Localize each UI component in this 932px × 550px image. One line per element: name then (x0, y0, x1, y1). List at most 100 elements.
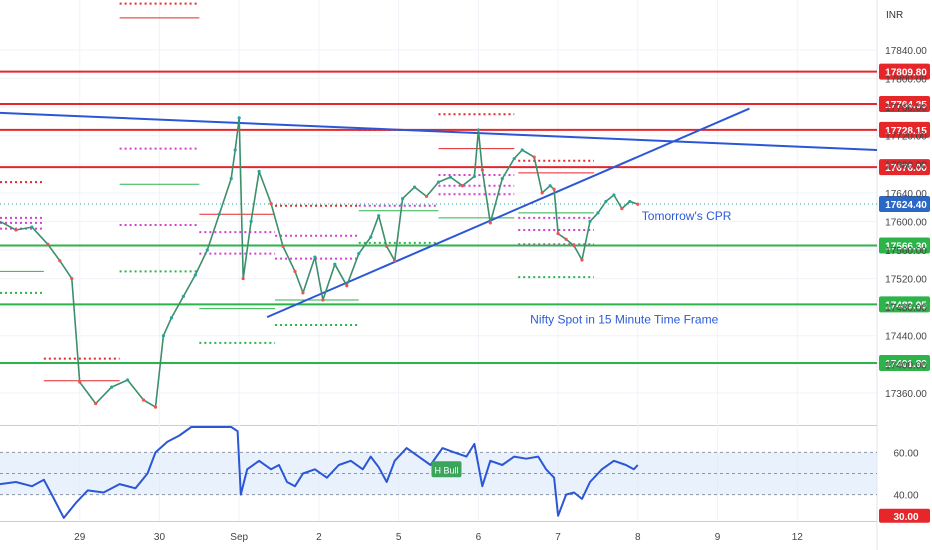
price-point (181, 294, 185, 299)
price-point (393, 259, 397, 263)
price-point (301, 291, 305, 295)
price-point (321, 298, 325, 302)
price-point (30, 225, 34, 229)
price-point (269, 201, 273, 206)
x-tick-label: 29 (74, 532, 86, 543)
price-point (257, 169, 261, 174)
last-price-label: 17624.40 (885, 200, 927, 211)
price-point (588, 219, 592, 224)
price-point (58, 259, 62, 263)
price-point (512, 156, 516, 161)
price-point (620, 206, 624, 211)
price-point (540, 191, 544, 195)
price-point (249, 219, 253, 224)
chart-annotation: Tomorrow's CPR (642, 209, 732, 223)
rsi-tick-label: 30.00 (893, 512, 918, 523)
y-tick-label: 17640.00 (885, 189, 927, 200)
price-point (556, 231, 560, 236)
price-point (564, 237, 568, 241)
price-point (141, 398, 146, 402)
level-tag (879, 63, 930, 80)
level-tag-label: 17676.00 (885, 163, 927, 174)
x-tick-label: Sep (230, 532, 248, 543)
price-point (476, 128, 480, 132)
y-tick-label: 17480.00 (885, 303, 927, 314)
y-tick-label: 17560.00 (885, 246, 927, 257)
price-point (500, 176, 504, 181)
price-point (424, 194, 429, 199)
y-tick-label: 17600.00 (885, 217, 927, 228)
rsi-tick-label: 40.00 (893, 491, 918, 502)
price-point (636, 202, 640, 206)
x-tick-label: 12 (792, 532, 804, 543)
price-point (552, 187, 556, 191)
price-point (472, 174, 476, 179)
level-tag-label: 17483.95 (885, 300, 927, 311)
rsi-badge (431, 461, 462, 478)
price-point (369, 235, 373, 239)
x-tick-label: 7 (555, 532, 561, 543)
price-point (125, 378, 130, 382)
price-point (357, 251, 361, 256)
y-tick-label: 17360.00 (885, 389, 927, 400)
rsi-series-line (0, 426, 639, 519)
price-point (241, 276, 245, 281)
rsi-badge-label: H Bull (434, 465, 458, 475)
level-tag (879, 355, 930, 371)
level-tag (879, 96, 930, 113)
price-point (401, 196, 405, 201)
price-point (169, 316, 174, 320)
y-tick-label: 17680.00 (885, 160, 927, 171)
price-point (480, 168, 484, 172)
price-point (604, 199, 608, 204)
level-tag (879, 159, 930, 176)
price-point (628, 199, 632, 204)
price-point (572, 244, 576, 248)
price-point (217, 212, 221, 216)
price-point (488, 221, 492, 225)
price-point (70, 276, 74, 281)
price-point (313, 255, 317, 259)
level-tag (879, 121, 930, 138)
price-point (153, 405, 158, 409)
level-tag-label: 17401.80 (885, 359, 927, 370)
price-point (281, 244, 285, 249)
y-tick-label: 17400.00 (885, 360, 927, 371)
level-tag-label: 17566.30 (885, 242, 927, 253)
last-price-tag (879, 196, 930, 212)
x-tick-label: 30 (154, 532, 166, 543)
x-tick-label: 8 (635, 532, 641, 543)
price-point (161, 334, 166, 338)
level-tag (879, 296, 930, 313)
price-point (333, 262, 337, 266)
price-point (293, 269, 297, 274)
level-tag-label: 17809.80 (885, 68, 927, 79)
y-tick-label: 17440.00 (885, 332, 927, 343)
chart-annotation: Nifty Spot in 15 Minute Time Frame (530, 313, 718, 327)
level-tag-label: 17764.35 (885, 100, 927, 111)
price-point (548, 184, 552, 188)
price-point (520, 148, 524, 152)
price-point (110, 385, 114, 389)
price-point (233, 148, 237, 152)
price-point (78, 380, 82, 384)
y-tick-label: 17760.00 (885, 103, 927, 114)
x-tick-label: 6 (476, 532, 482, 543)
x-tick-label: 2 (316, 532, 322, 543)
price-point (229, 176, 233, 181)
currency-label: INR (886, 10, 903, 21)
y-tick-label: 17840.00 (885, 46, 927, 57)
price-point (237, 116, 241, 120)
rsi-tick-label: 60.00 (893, 448, 918, 459)
x-tick-label: 5 (396, 532, 402, 543)
price-point (580, 258, 584, 262)
price-point (345, 284, 349, 288)
price-point (193, 273, 197, 277)
price-point (612, 193, 616, 197)
price-point (436, 180, 441, 184)
y-tick-label: 17520.00 (885, 275, 927, 286)
rsi-low-tag (879, 508, 930, 523)
price-point (205, 248, 209, 252)
